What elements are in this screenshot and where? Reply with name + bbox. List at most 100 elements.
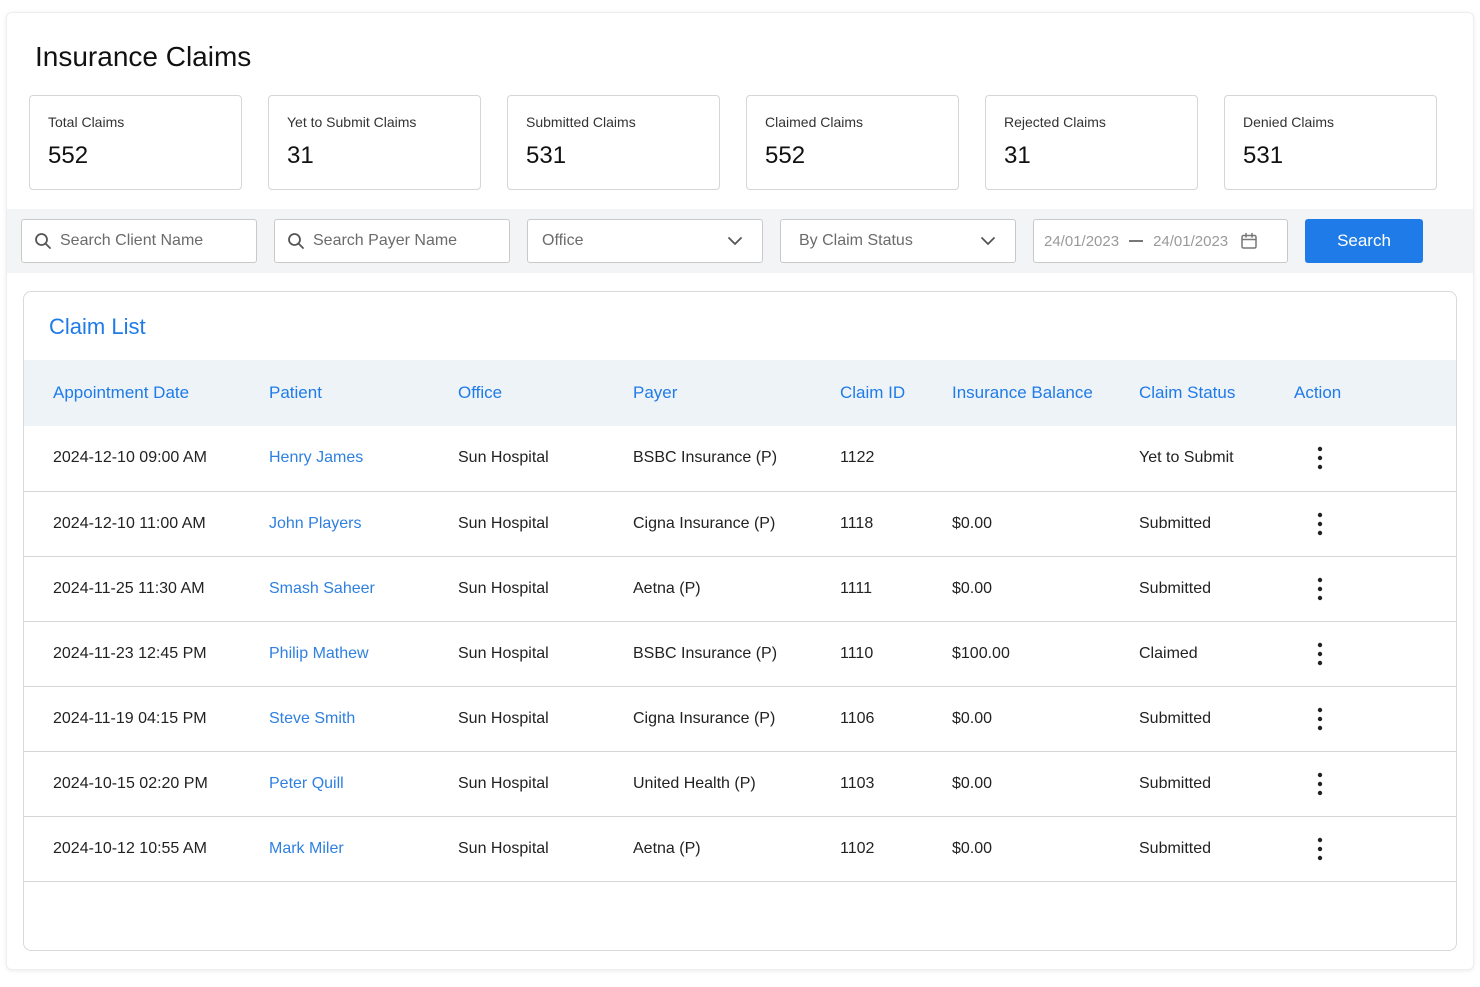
- search-icon: [288, 233, 304, 249]
- appointment-date: 2024-10-12 10:55 AM: [24, 816, 269, 882]
- stat-value: 531: [1243, 142, 1284, 169]
- stat-value: 531: [526, 142, 567, 169]
- appointment-date: 2024-11-19 04:15 PM: [24, 686, 269, 752]
- client-search-input[interactable]: [60, 232, 256, 250]
- appointment-date: 2024-10-15 02:20 PM: [24, 751, 269, 817]
- office-cell: Sun Hospital: [458, 621, 633, 687]
- payer-cell: Aetna (P): [633, 816, 840, 882]
- appointment-date: 2024-12-10 09:00 AM: [24, 426, 269, 492]
- more-vertical-icon[interactable]: [1308, 769, 1332, 799]
- table-row: 2024-12-10 11:00 AM John Players Sun Hos…: [24, 491, 1456, 557]
- table-row: 2024-11-19 04:15 PM Steve Smith Sun Hosp…: [24, 686, 1456, 752]
- insurance-balance-cell: [952, 426, 1139, 492]
- patient-link[interactable]: Steve Smith: [269, 709, 356, 727]
- client-search-field[interactable]: [21, 219, 257, 263]
- office-select[interactable]: Office: [527, 219, 763, 263]
- claim-status-cell: Submitted: [1139, 491, 1294, 557]
- appointment-date: 2024-11-25 11:30 AM: [24, 556, 269, 622]
- stat-value: 552: [765, 142, 806, 169]
- claim-status-cell: Submitted: [1139, 686, 1294, 752]
- payer-search-input[interactable]: [313, 232, 509, 250]
- column-header-office: Office: [458, 360, 633, 426]
- patient-link[interactable]: Peter Quill: [269, 774, 344, 792]
- stat-card-rejected: Rejected Claims 31: [985, 95, 1198, 190]
- office-cell: Sun Hospital: [458, 816, 633, 882]
- patient-link[interactable]: Henry James: [269, 449, 364, 467]
- column-header-payer: Payer: [633, 360, 840, 426]
- office-cell: Sun Hospital: [458, 426, 633, 492]
- stat-card-yet-to-submit: Yet to Submit Claims 31: [268, 95, 481, 190]
- payer-search-field[interactable]: [274, 219, 510, 263]
- table-row: 2024-10-12 10:55 AM Mark Miler Sun Hospi…: [24, 816, 1456, 882]
- patient-link[interactable]: John Players: [269, 514, 362, 532]
- claim-status-cell: Submitted: [1139, 816, 1294, 882]
- payer-cell: Aetna (P): [633, 556, 840, 622]
- chevron-down-icon: [981, 237, 995, 245]
- claim-id-cell: 1103: [840, 751, 952, 817]
- stat-label: Claimed Claims: [765, 114, 864, 130]
- insurance-balance-cell: $0.00: [952, 491, 1139, 557]
- claim-id-cell: 1106: [840, 686, 952, 752]
- more-vertical-icon[interactable]: [1308, 443, 1332, 473]
- column-header-claim-status: Claim Status: [1139, 360, 1294, 426]
- date-range-separator: [1129, 240, 1144, 242]
- stat-value: 552: [48, 142, 89, 169]
- payer-cell: United Health (P): [633, 751, 840, 817]
- claim-id-cell: 1122: [840, 426, 952, 492]
- search-button[interactable]: Search: [1305, 219, 1423, 263]
- stat-card-submitted: Submitted Claims 531: [507, 95, 720, 190]
- column-header-patient: Patient: [269, 360, 458, 426]
- stat-label: Total Claims: [48, 114, 125, 130]
- date-range-picker[interactable]: 24/01/2023 24/01/2023: [1033, 219, 1288, 263]
- date-from[interactable]: 24/01/2023: [1044, 232, 1120, 250]
- stat-value: 31: [287, 142, 314, 169]
- insurance-balance-cell: $0.00: [952, 556, 1139, 622]
- stat-card-claimed: Claimed Claims 552: [746, 95, 959, 190]
- claim-status-select-value: By Claim Status: [799, 232, 913, 249]
- page-title: Insurance Claims: [35, 41, 252, 72]
- payer-cell: Cigna Insurance (P): [633, 491, 840, 557]
- stat-label: Yet to Submit Claims: [287, 114, 417, 130]
- column-header-claim-id: Claim ID: [840, 360, 952, 426]
- patient-link[interactable]: Smash Saheer: [269, 579, 375, 597]
- insurance-balance-cell: $0.00: [952, 751, 1139, 817]
- table-row: 2024-11-23 12:45 PM Philip Mathew Sun Ho…: [24, 621, 1456, 687]
- table-row: 2024-11-25 11:30 AM Smash Saheer Sun Hos…: [24, 556, 1456, 622]
- patient-link[interactable]: Mark Miler: [269, 839, 344, 857]
- office-select-value: Office: [542, 232, 584, 249]
- payer-cell: BSBC Insurance (P): [633, 621, 840, 687]
- stat-label: Submitted Claims: [526, 114, 636, 130]
- more-vertical-icon[interactable]: [1308, 574, 1332, 604]
- claims-table: Appointment Date Patient Office Payer Cl…: [24, 360, 1456, 882]
- office-cell: Sun Hospital: [458, 491, 633, 557]
- filter-bar: Office By Claim Status 24/01/2023 24/01/…: [7, 209, 1473, 273]
- claim-status-cell: Submitted: [1139, 751, 1294, 817]
- payer-cell: Cigna Insurance (P): [633, 686, 840, 752]
- appointment-date: 2024-12-10 11:00 AM: [24, 491, 269, 557]
- calendar-icon[interactable]: [1240, 232, 1258, 250]
- table-row: 2024-10-15 02:20 PM Peter Quill Sun Hosp…: [24, 751, 1456, 817]
- claim-status-cell: Claimed: [1139, 621, 1294, 687]
- stat-card-denied: Denied Claims 531: [1224, 95, 1437, 190]
- patient-link[interactable]: Philip Mathew: [269, 644, 369, 662]
- insurance-balance-cell: $0.00: [952, 816, 1139, 882]
- claim-id-cell: 1110: [840, 621, 952, 687]
- column-header-insurance-balance: Insurance Balance: [952, 360, 1139, 426]
- chevron-down-icon: [728, 237, 742, 245]
- claim-id-cell: 1102: [840, 816, 952, 882]
- more-vertical-icon[interactable]: [1308, 509, 1332, 539]
- insurance-claims-page: Insurance Claims Total Claims 552 Yet to…: [6, 12, 1474, 970]
- more-vertical-icon[interactable]: [1308, 639, 1332, 669]
- claim-list-title: Claim List: [49, 314, 146, 339]
- claim-status-cell: Yet to Submit: [1139, 426, 1294, 492]
- office-cell: Sun Hospital: [458, 686, 633, 752]
- claim-status-select[interactable]: By Claim Status: [780, 219, 1016, 263]
- more-vertical-icon[interactable]: [1308, 834, 1332, 864]
- insurance-balance-cell: $100.00: [952, 621, 1139, 687]
- date-to[interactable]: 24/01/2023: [1153, 232, 1229, 250]
- more-vertical-icon[interactable]: [1308, 704, 1332, 734]
- stat-label: Denied Claims: [1243, 114, 1335, 130]
- table-header-row: Appointment Date Patient Office Payer Cl…: [24, 360, 1456, 426]
- insurance-balance-cell: $0.00: [952, 686, 1139, 752]
- payer-cell: BSBC Insurance (P): [633, 426, 840, 492]
